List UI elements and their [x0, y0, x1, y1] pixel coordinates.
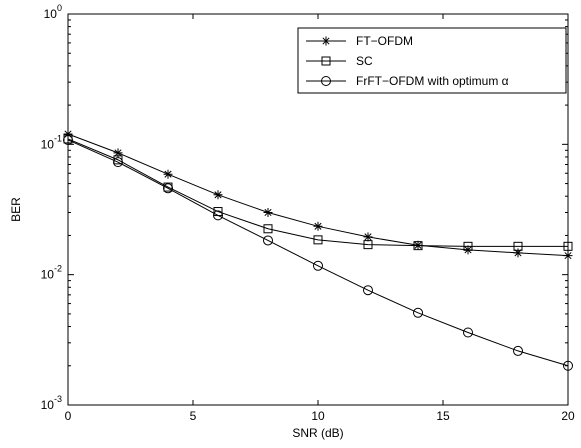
legend-label: SC	[356, 54, 373, 68]
data-point-circle	[163, 183, 173, 194]
y-axis-ticks: 10-3 10-2 10-1 100	[41, 3, 568, 412]
legend-label: FrFT−OFDM with optimum α	[356, 74, 509, 88]
data-point-star	[263, 207, 273, 217]
data-point-star	[363, 232, 373, 242]
legend: FT−OFDM SC FrFT−OFDM with optimum α	[297, 27, 567, 94]
data-point-square	[563, 241, 573, 251]
y-axis-label: BER	[9, 197, 23, 222]
data-point-circle	[263, 235, 273, 246]
x-tick-label: 0	[65, 409, 72, 423]
data-point-square	[413, 241, 423, 251]
x-tick-label: 5	[190, 409, 197, 423]
data-point-star	[63, 129, 73, 139]
legend-label: FT−OFDM	[356, 34, 413, 48]
data-point-star	[213, 190, 223, 200]
data-point-circle	[463, 327, 473, 338]
data-point-square	[263, 224, 273, 234]
legend-marker-square	[321, 56, 331, 66]
data-point-circle	[513, 345, 523, 356]
y-tick-label: 10-2	[41, 264, 62, 282]
x-axis-label: SNR (dB)	[292, 426, 343, 440]
data-point-circle	[363, 285, 373, 296]
legend-marker-star	[321, 36, 331, 46]
series-line-circle	[67, 139, 569, 367]
data-point-star	[113, 148, 123, 158]
data-point-circle	[113, 157, 123, 168]
series-layer	[63, 129, 573, 371]
y-tick-label: 100	[44, 3, 62, 21]
data-point-star	[563, 251, 573, 261]
data-point-circle	[63, 134, 73, 145]
series-line-square	[67, 138, 568, 247]
data-point-square	[313, 235, 323, 245]
data-point-circle	[563, 360, 573, 371]
data-point-circle	[413, 307, 423, 318]
data-point-star	[513, 248, 523, 258]
y-tick-label: 10-3	[41, 394, 62, 412]
data-point-square	[463, 241, 473, 251]
x-tick-label: 10	[311, 409, 325, 423]
data-point-star	[163, 169, 173, 179]
x-tick-label: 20	[561, 409, 575, 423]
data-point-star	[313, 221, 323, 231]
data-point-circle	[213, 210, 223, 221]
data-point-square	[363, 240, 373, 250]
legend-marker-circle	[321, 76, 331, 86]
data-point-circle	[313, 260, 323, 271]
y-tick-label: 10-1	[41, 133, 62, 151]
x-tick-label: 15	[436, 409, 450, 423]
x-axis-ticks: 0 5 10 15 20	[65, 14, 575, 423]
data-point-square	[513, 241, 523, 251]
